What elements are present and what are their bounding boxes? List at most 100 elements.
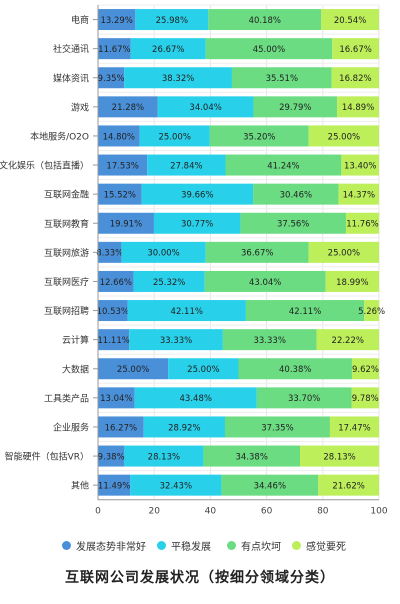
bar-segment [221, 474, 319, 496]
data-label: 14.37% [343, 190, 375, 200]
bar-segment [337, 96, 379, 118]
data-label: 12.66% [100, 278, 132, 288]
bar-segment [203, 445, 301, 467]
category-label: 企业服务 [53, 421, 89, 433]
legend-label-stable: 平稳发展 [171, 541, 211, 553]
data-label: 11.49% [98, 481, 130, 491]
category-label: 互联网旅游 [44, 247, 89, 259]
category-label: 互联网金融 [44, 189, 89, 201]
bar-segment [351, 387, 379, 409]
data-label: 43.48% [180, 394, 212, 404]
bar-segment [209, 125, 309, 147]
chart-title: 互联网公司发展状况（按细分领域分类） [65, 570, 335, 586]
data-label: 26.67% [152, 45, 184, 55]
bar-segment [338, 183, 380, 205]
data-label: 25.00% [159, 132, 191, 142]
bar-segment [127, 300, 246, 322]
bar-segment [98, 183, 142, 205]
category-label: 电商 [71, 14, 89, 26]
category-label: 智能硬件（包括VR） [5, 451, 89, 463]
bar-segment [98, 125, 140, 147]
bar-segment [329, 416, 380, 438]
bar-segment [98, 387, 135, 409]
data-label: 14.80% [103, 132, 135, 142]
data-label: 30.46% [280, 190, 312, 200]
data-label: 22.22% [332, 336, 364, 346]
bar-segment [98, 474, 131, 496]
legend-label-bumpy: 有点坎坷 [241, 541, 281, 553]
data-label: 42.11% [289, 307, 321, 317]
category-label: 文化娱乐（包括直播） [0, 160, 89, 172]
bar-segment [98, 358, 169, 380]
bar-segment [222, 329, 317, 351]
bar-segment [130, 474, 222, 496]
data-label: 13.29% [100, 16, 132, 26]
data-label: 37.56% [277, 220, 309, 230]
bar-segment [208, 9, 322, 31]
category-label: 社交通讯 [53, 43, 89, 55]
data-label: 29.79% [279, 103, 311, 113]
category-label: 游戏 [71, 101, 89, 113]
bar-segment [139, 125, 210, 147]
data-label: 16.67% [339, 45, 371, 55]
data-label: 11.76% [346, 220, 378, 230]
bar-segment [157, 96, 254, 118]
bar-segment [224, 416, 330, 438]
legend-swatch-dying [292, 540, 301, 550]
data-label: 28.13% [148, 452, 180, 462]
data-label: 32.43% [160, 481, 192, 491]
bar-segment [204, 270, 326, 292]
data-label: 5.26% [358, 307, 385, 317]
legend-item-dying: 感觉要死 [292, 535, 346, 555]
data-label: 9.38% [98, 452, 125, 462]
category-label: 工具类产品 [44, 392, 89, 404]
data-label: 42.11% [171, 307, 203, 317]
data-label: 21.28% [112, 103, 144, 113]
bar-segment [98, 241, 122, 263]
legend-label-very-good: 发展态势非常好 [76, 541, 146, 553]
data-label: 15.52% [104, 190, 136, 200]
data-label: 20.54% [334, 16, 366, 26]
bar-segment [98, 154, 148, 176]
data-label: 8.33% [96, 249, 123, 259]
data-label: 17.53% [106, 161, 138, 171]
category-label: 媒体资讯 [53, 72, 89, 84]
data-label: 30.77% [181, 220, 213, 230]
legend-swatch-bumpy [227, 540, 236, 550]
data-label: 13.40% [344, 161, 376, 171]
bar-segment [153, 212, 241, 234]
data-label: 9.35% [98, 74, 125, 84]
bar-segment [124, 67, 232, 89]
bar-segment [130, 38, 206, 60]
data-label: 10.53% [97, 307, 129, 317]
data-label: 36.67% [241, 249, 273, 259]
legend-item-bumpy: 有点坎坷 [227, 535, 281, 555]
bar-segment [133, 270, 205, 292]
bar-segment [325, 270, 380, 292]
category-label: 互联网教育 [44, 218, 89, 230]
bar-segment [98, 96, 158, 118]
bar-segment [240, 212, 346, 234]
data-label: 41.24% [267, 161, 299, 171]
bar-segment [168, 358, 239, 380]
bar-segment [141, 183, 254, 205]
data-label: 34.04% [189, 103, 221, 113]
data-label: 38.32% [162, 74, 194, 84]
x-tick-label: 60 [261, 507, 273, 517]
data-label: 34.38% [235, 452, 267, 462]
data-label: 33.70% [288, 394, 320, 404]
bar-segment [332, 38, 380, 60]
data-label: 37.35% [261, 423, 293, 433]
bar-segment [98, 67, 125, 89]
bar-segment [134, 387, 257, 409]
bar-segment [341, 154, 380, 176]
bar-segment [253, 96, 338, 118]
data-label: 16.27% [105, 423, 137, 433]
bar-segment [98, 212, 154, 234]
chart-legend: 发展态势非常好 平稳发展 有点坎坷 感觉要死 [0, 535, 400, 555]
data-label: 18.99% [336, 278, 368, 288]
bar-segment [124, 445, 204, 467]
bar-segment [225, 154, 342, 176]
bar-segment [147, 154, 226, 176]
legend-item-very-good: 发展态势非常好 [62, 535, 146, 555]
